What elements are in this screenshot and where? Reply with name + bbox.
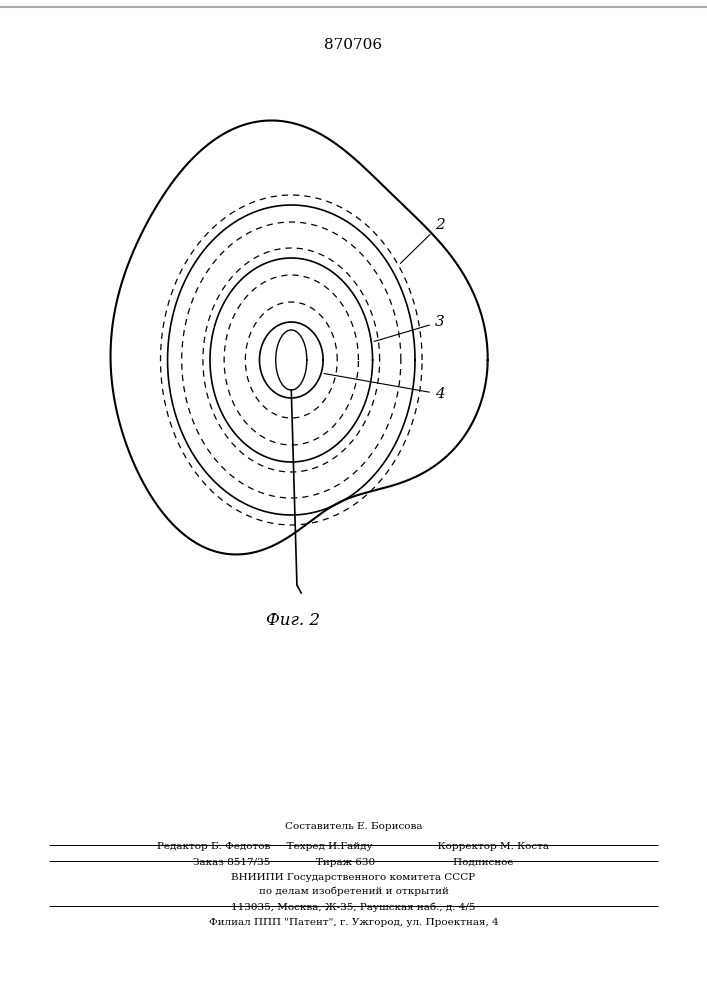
Text: 2: 2 (400, 218, 445, 263)
Text: Филиал ППП "Патент", г. Ужгород, ул. Проектная, 4: Филиал ППП "Патент", г. Ужгород, ул. Про… (209, 918, 498, 927)
Text: 4: 4 (324, 373, 445, 401)
Text: Заказ 8517/35              Тираж 630                        Подписное: Заказ 8517/35 Тираж 630 Подписное (193, 858, 514, 867)
Text: по делам изобретений и открытий: по делам изобретений и открытий (259, 887, 448, 896)
Text: Редактор Б. Федотов     Техред И.Гайду                    Корректор М. Коста: Редактор Б. Федотов Техред И.Гайду Корре… (158, 842, 549, 851)
Text: Фиг. 2: Фиг. 2 (267, 612, 320, 629)
Text: 3: 3 (374, 315, 445, 341)
Text: 113035, Москва, Ж-35, Раушская наб., д. 4/5: 113035, Москва, Ж-35, Раушская наб., д. … (231, 903, 476, 912)
Text: ВНИИПИ Государственного комитета СССР: ВНИИПИ Государственного комитета СССР (231, 873, 476, 882)
Text: Составитель Е. Борисова: Составитель Е. Борисова (285, 822, 422, 831)
Text: 870706: 870706 (325, 38, 382, 52)
